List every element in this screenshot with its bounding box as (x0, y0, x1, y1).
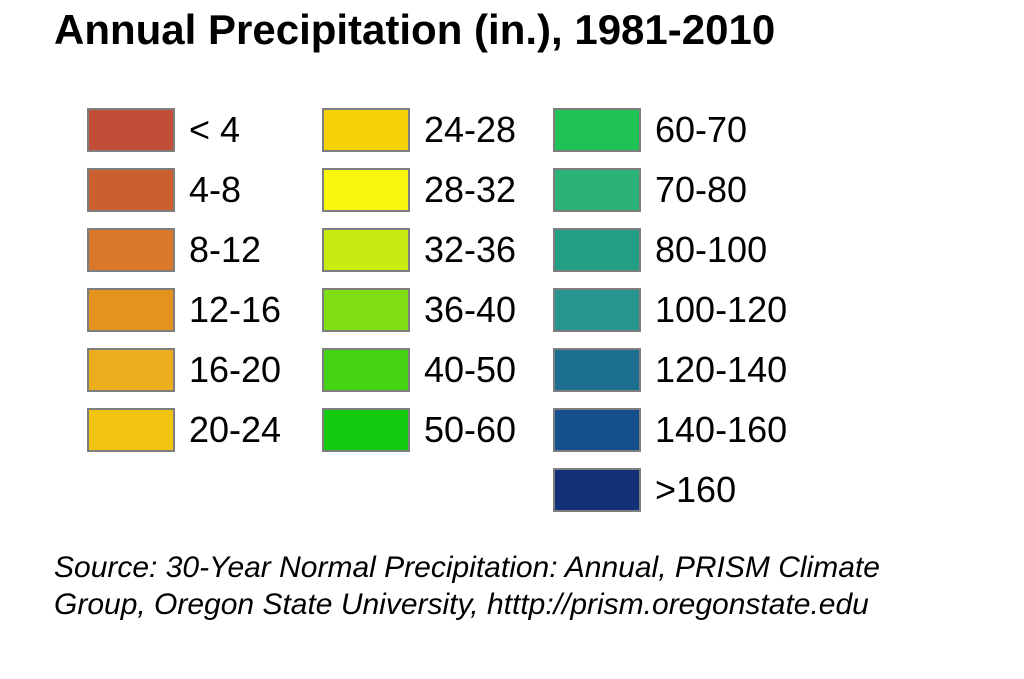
legend-swatch (553, 168, 641, 212)
legend-label: 40-50 (424, 349, 517, 390)
legend-label: 12-16 (189, 289, 282, 330)
legend-row: 120-140 (553, 340, 787, 400)
legend-label: >160 (655, 469, 737, 510)
legend-column-mid: 24-28 28-32 32-36 36-40 40-50 50-60 (322, 100, 516, 460)
legend-label: 120-140 (655, 349, 788, 390)
legend-row: 40-50 (322, 340, 516, 400)
legend-label: 100-120 (655, 289, 788, 330)
legend-swatch (87, 168, 175, 212)
legend-title: Annual Precipitation (in.), 1981-2010 (54, 6, 776, 53)
legend-label: < 4 (189, 109, 241, 150)
source-line-2: Group, Oregon State University, htttp://… (54, 588, 869, 621)
legend-swatch (553, 468, 641, 512)
legend-swatch (87, 348, 175, 392)
legend-row: 4-8 (87, 160, 281, 220)
legend-swatch (322, 348, 410, 392)
legend-swatch (87, 288, 175, 332)
legend-row: < 4 (87, 100, 281, 160)
legend-label: 80-100 (655, 229, 768, 270)
legend-label: 20-24 (189, 409, 282, 450)
legend-swatch (87, 228, 175, 272)
legend-label: 16-20 (189, 349, 282, 390)
legend-row: >160 (553, 460, 787, 520)
legend-row: 100-120 (553, 280, 787, 340)
legend-swatch (553, 108, 641, 152)
legend-row: 12-16 (87, 280, 281, 340)
legend-column-high: 60-70 70-80 80-100 100-120 120-140 140-160 >16… (553, 100, 787, 520)
legend-row: 28-32 (322, 160, 516, 220)
legend-swatch (553, 228, 641, 272)
legend-row: 8-12 (87, 220, 281, 280)
legend-row: 20-24 (87, 400, 281, 460)
legend-row: 140-160 (553, 400, 787, 460)
source-line-1: Source: 30-Year Normal Precipitation: An… (54, 551, 880, 584)
legend-row: 24-28 (322, 100, 516, 160)
legend-swatch (87, 408, 175, 452)
legend-swatch (553, 408, 641, 452)
legend-swatch (322, 288, 410, 332)
legend-label: 24-28 (424, 109, 517, 150)
legend-row: 70-80 (553, 160, 787, 220)
legend-row: 16-20 (87, 340, 281, 400)
legend-row: 80-100 (553, 220, 787, 280)
legend-row: 50-60 (322, 400, 516, 460)
legend-swatch (322, 168, 410, 212)
legend-swatch (553, 348, 641, 392)
legend-label: 28-32 (424, 169, 517, 210)
legend-label: 8-12 (189, 229, 262, 270)
legend-swatch (87, 108, 175, 152)
source-citation: Source: 30-Year Normal Precipitation: An… (54, 549, 880, 623)
legend-label: 32-36 (424, 229, 517, 270)
legend-row: 60-70 (553, 100, 787, 160)
legend-swatch (322, 108, 410, 152)
legend-column-low: < 4 4-8 8-12 12-16 16-20 20-24 (87, 100, 281, 460)
legend-swatch (553, 288, 641, 332)
legend-label: 60-70 (655, 109, 748, 150)
legend-label: 4-8 (189, 169, 242, 210)
legend-row: 32-36 (322, 220, 516, 280)
legend-swatch (322, 408, 410, 452)
legend-label: 140-160 (655, 409, 788, 450)
legend-label: 50-60 (424, 409, 517, 450)
legend-label: 70-80 (655, 169, 748, 210)
legend-row: 36-40 (322, 280, 516, 340)
legend-swatch (322, 228, 410, 272)
legend-label: 36-40 (424, 289, 517, 330)
